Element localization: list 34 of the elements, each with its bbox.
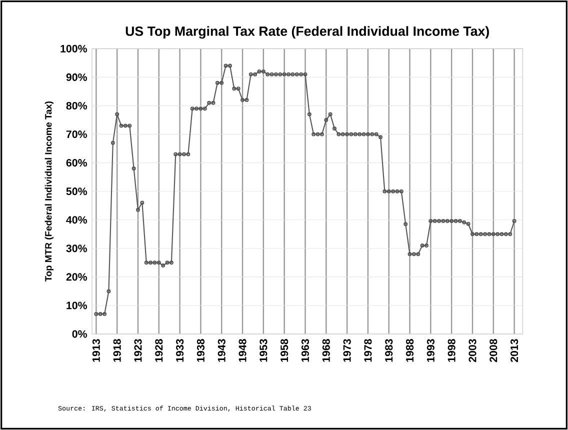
x-tick-label: 1993	[426, 339, 434, 362]
x-tick-label: 2008	[490, 339, 498, 362]
y-tick-label: 20%	[66, 273, 88, 281]
y-axis-title: Top MTR (Federal Individual Income Tax)	[44, 101, 54, 282]
x-tick-label: 1958	[280, 339, 288, 362]
y-tick-label: 100%	[60, 44, 88, 52]
y-tick-label: 0%	[72, 330, 88, 338]
y-tick-label: 90%	[66, 73, 88, 81]
y-tick-label: 30%	[66, 244, 88, 252]
x-tick-label: 1998	[448, 339, 456, 362]
x-tick-label: 1953	[260, 339, 268, 362]
x-tick-label: 2003	[468, 339, 476, 362]
y-tick-label: 10%	[66, 302, 88, 310]
x-tick-label: 1938	[196, 339, 205, 362]
x-tick-label: 1988	[406, 339, 414, 362]
x-tick-label: 1913	[92, 339, 100, 362]
x-tick-label: 1928	[155, 339, 163, 362]
y-tick-label: 70%	[66, 130, 88, 138]
x-tick-label: 1963	[301, 339, 310, 362]
x-tick-label: 1968	[322, 339, 330, 362]
x-tick-label: 1918	[113, 339, 121, 362]
y-tick-label: 50%	[66, 188, 88, 196]
x-tick-label: 1948	[238, 339, 246, 362]
y-tick-label: 60%	[66, 159, 88, 167]
x-tick-label: 1933	[176, 339, 184, 362]
x-tick-label: 1973	[343, 339, 351, 362]
y-tick-label: 80%	[66, 102, 88, 110]
x-tick-label: 1978	[364, 339, 372, 362]
x-tick-label: 2013	[510, 339, 518, 362]
x-tick-label: 1943	[218, 339, 226, 362]
chart-title: US Top Marginal Tax Rate (Federal Individual Income Tax)	[126, 26, 489, 39]
x-tick-label: 1923	[134, 339, 142, 362]
y-tick-label: 40%	[66, 216, 88, 224]
x-tick-label: 1983	[385, 339, 393, 362]
